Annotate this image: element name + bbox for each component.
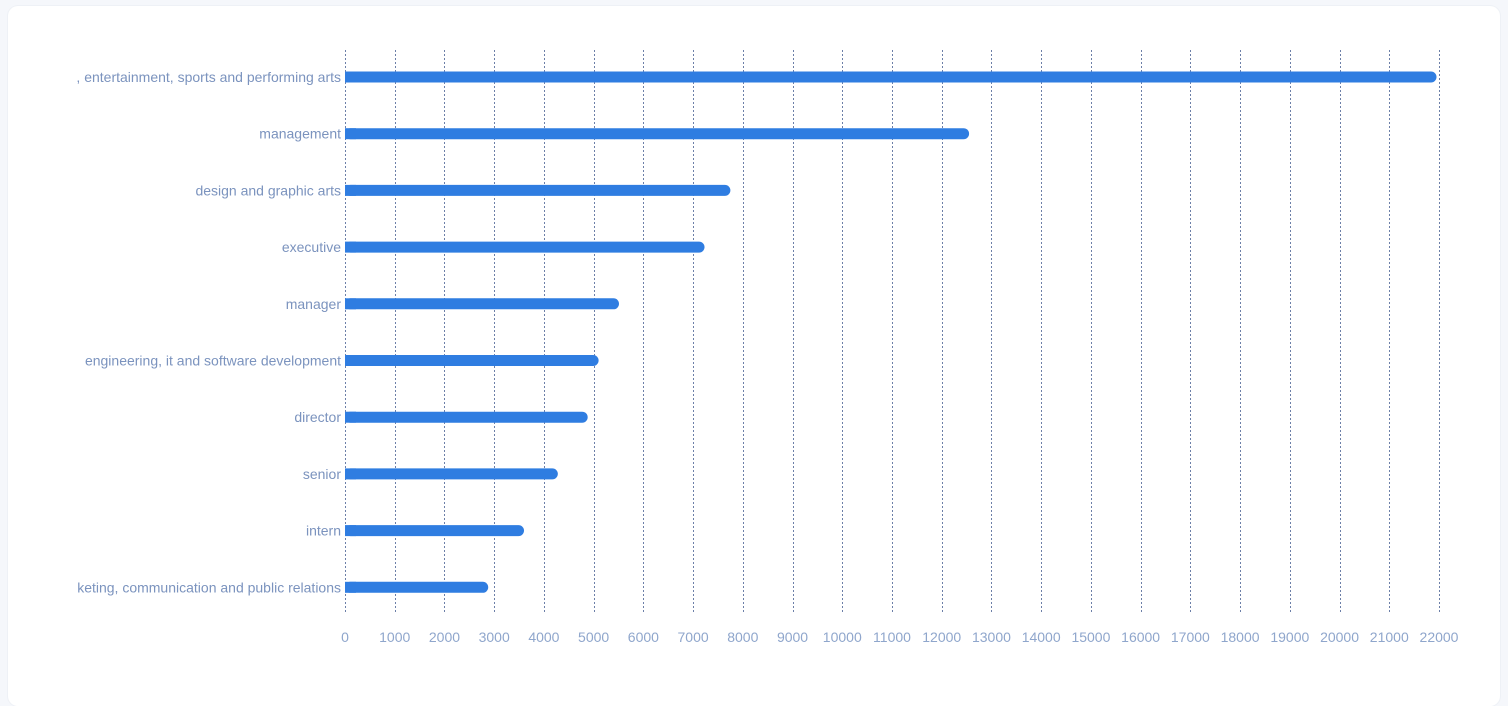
category-label: intern — [306, 523, 341, 539]
bar-base — [345, 71, 356, 83]
x-tick-label: 18000 — [1221, 629, 1260, 645]
bar[interactable] — [345, 298, 619, 310]
bar[interactable] — [345, 525, 525, 537]
bars — [345, 71, 1437, 593]
x-tick-label: 2000 — [429, 629, 460, 645]
bar-chart: , entertainment, sports and performing a… — [76, 50, 1459, 645]
bar[interactable] — [345, 355, 599, 366]
category-label: executive — [282, 239, 341, 255]
bar[interactable] — [345, 581, 489, 593]
x-tick-label: 12000 — [922, 629, 961, 645]
bar-base — [345, 298, 356, 310]
category-label: management — [259, 126, 341, 142]
bar[interactable] — [345, 411, 588, 423]
bar[interactable] — [345, 184, 731, 196]
bar-base — [345, 184, 356, 196]
x-tick-label: 1000 — [379, 629, 410, 645]
x-tick-label: 22000 — [1420, 629, 1459, 645]
x-tick-label: 17000 — [1171, 629, 1210, 645]
bar-base — [345, 411, 356, 423]
x-tick-label: 8000 — [727, 629, 758, 645]
category-label: senior — [303, 466, 341, 482]
category-label: design and graphic arts — [195, 182, 341, 198]
bar-base — [345, 241, 356, 253]
x-axis-tick-labels: 0 1000 2000 3000 4000 5000 6000 7000 8000 9000 100… — [341, 629, 1459, 645]
x-tick-label: 13000 — [972, 629, 1011, 645]
x-tick-label: 10000 — [823, 629, 862, 645]
x-tick-label: 21000 — [1370, 629, 1409, 645]
grid-lines — [345, 50, 1440, 614]
bar[interactable] — [345, 71, 1437, 83]
bar[interactable] — [345, 128, 970, 140]
bar-base — [345, 525, 356, 537]
category-label: keting, communication and public relatio… — [77, 579, 341, 595]
x-tick-label: 3000 — [479, 629, 510, 645]
x-tick-label: 16000 — [1121, 629, 1160, 645]
x-tick-label: 4000 — [528, 629, 559, 645]
x-tick-label: 9000 — [777, 629, 808, 645]
chart-card: , entertainment, sports and performing a… — [8, 6, 1500, 706]
bar-base — [345, 128, 356, 140]
bar-base — [345, 355, 356, 366]
bar-base — [345, 581, 356, 593]
x-tick-label: 6000 — [628, 629, 659, 645]
category-label: manager — [286, 296, 342, 312]
bar[interactable] — [345, 241, 705, 253]
x-tick-label: 15000 — [1071, 629, 1110, 645]
x-tick-label: 19000 — [1270, 629, 1309, 645]
x-tick-label: 0 — [341, 629, 349, 645]
y-axis-category-labels: , entertainment, sports and performing a… — [76, 69, 341, 595]
category-label: engineering, it and software development — [85, 353, 341, 369]
x-tick-label: 14000 — [1022, 629, 1061, 645]
bar-base — [345, 468, 356, 480]
x-tick-label: 5000 — [578, 629, 609, 645]
x-tick-label: 7000 — [678, 629, 709, 645]
category-label: director — [294, 409, 341, 425]
x-tick-label: 20000 — [1320, 629, 1359, 645]
bar[interactable] — [345, 468, 558, 480]
category-label: , entertainment, sports and performing a… — [76, 69, 341, 85]
x-tick-label: 11000 — [873, 629, 911, 645]
